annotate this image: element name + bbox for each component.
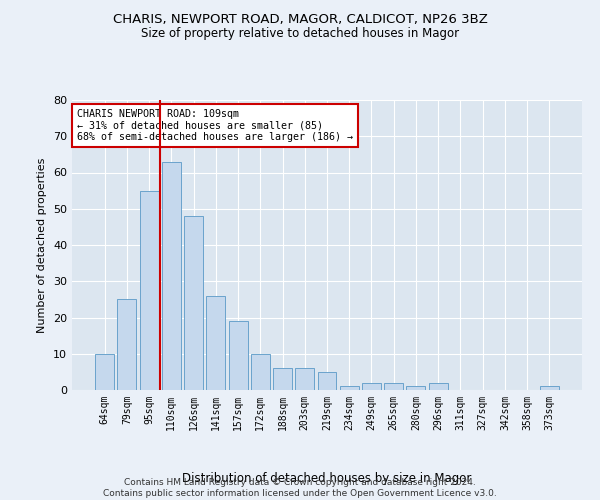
Text: CHARIS, NEWPORT ROAD, MAGOR, CALDICOT, NP26 3BZ: CHARIS, NEWPORT ROAD, MAGOR, CALDICOT, N… — [113, 12, 487, 26]
Y-axis label: Number of detached properties: Number of detached properties — [37, 158, 47, 332]
Bar — [229, 321, 248, 390]
Bar — [295, 368, 314, 390]
Bar — [184, 216, 203, 390]
Text: Size of property relative to detached houses in Magor: Size of property relative to detached ho… — [141, 28, 459, 40]
Bar — [384, 383, 403, 390]
Bar — [206, 296, 225, 390]
Bar — [317, 372, 337, 390]
Text: Contains HM Land Registry data © Crown copyright and database right 2024.
Contai: Contains HM Land Registry data © Crown c… — [103, 478, 497, 498]
Bar — [540, 386, 559, 390]
Bar — [273, 368, 292, 390]
Text: CHARIS NEWPORT ROAD: 109sqm
← 31% of detached houses are smaller (85)
68% of sem: CHARIS NEWPORT ROAD: 109sqm ← 31% of det… — [77, 108, 353, 142]
Bar — [140, 190, 158, 390]
X-axis label: Distribution of detached houses by size in Magor: Distribution of detached houses by size … — [182, 472, 472, 485]
Bar — [340, 386, 359, 390]
Bar — [95, 354, 114, 390]
Bar — [162, 162, 181, 390]
Bar — [406, 386, 425, 390]
Bar — [362, 383, 381, 390]
Bar — [429, 383, 448, 390]
Bar — [251, 354, 270, 390]
Bar — [118, 300, 136, 390]
